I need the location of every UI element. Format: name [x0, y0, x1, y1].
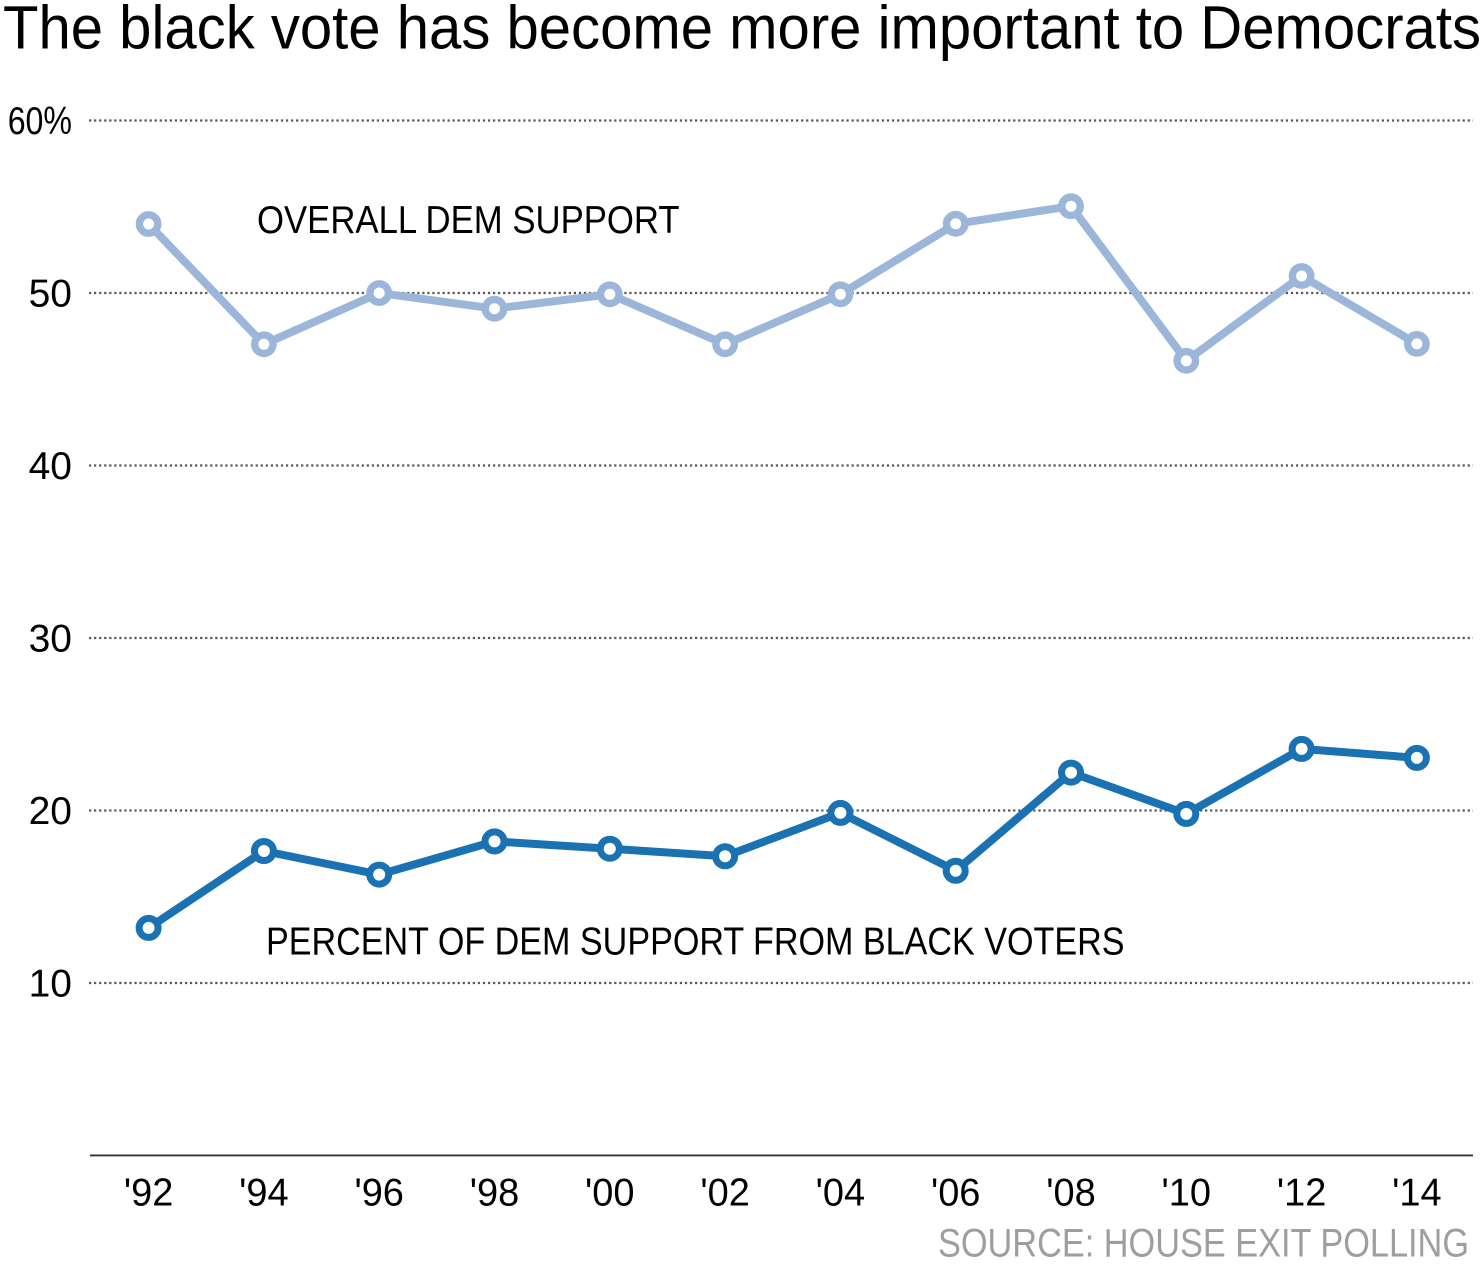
svg-text:10: 10 — [29, 963, 72, 1006]
svg-text:'98: '98 — [470, 1172, 520, 1215]
svg-text:60%: 60% — [8, 100, 72, 143]
svg-text:'94: '94 — [239, 1172, 289, 1215]
svg-text:'14: '14 — [1392, 1172, 1442, 1215]
svg-text:30: 30 — [29, 618, 72, 661]
svg-text:'92: '92 — [124, 1172, 174, 1215]
svg-text:40: 40 — [29, 445, 72, 488]
svg-text:'06: '06 — [931, 1172, 981, 1215]
svg-text:'02: '02 — [700, 1172, 750, 1215]
svg-text:OVERALL DEM SUPPORT: OVERALL DEM SUPPORT — [257, 199, 680, 242]
svg-text:'96: '96 — [354, 1172, 404, 1215]
svg-text:'04: '04 — [816, 1172, 866, 1215]
svg-text:The black vote has become more: The black vote has become more important… — [3, 0, 1481, 62]
svg-text:'12: '12 — [1277, 1172, 1327, 1215]
svg-text:'00: '00 — [585, 1172, 635, 1215]
svg-text:50: 50 — [29, 273, 72, 316]
svg-text:20: 20 — [29, 790, 72, 833]
svg-text:SOURCE: HOUSE EXIT POLLING: SOURCE: HOUSE EXIT POLLING — [938, 1222, 1469, 1266]
svg-text:PERCENT OF DEM SUPPORT FROM BL: PERCENT OF DEM SUPPORT FROM BLACK VOTERS — [266, 921, 1125, 964]
svg-text:'10: '10 — [1162, 1172, 1212, 1215]
svg-text:'08: '08 — [1046, 1172, 1096, 1215]
